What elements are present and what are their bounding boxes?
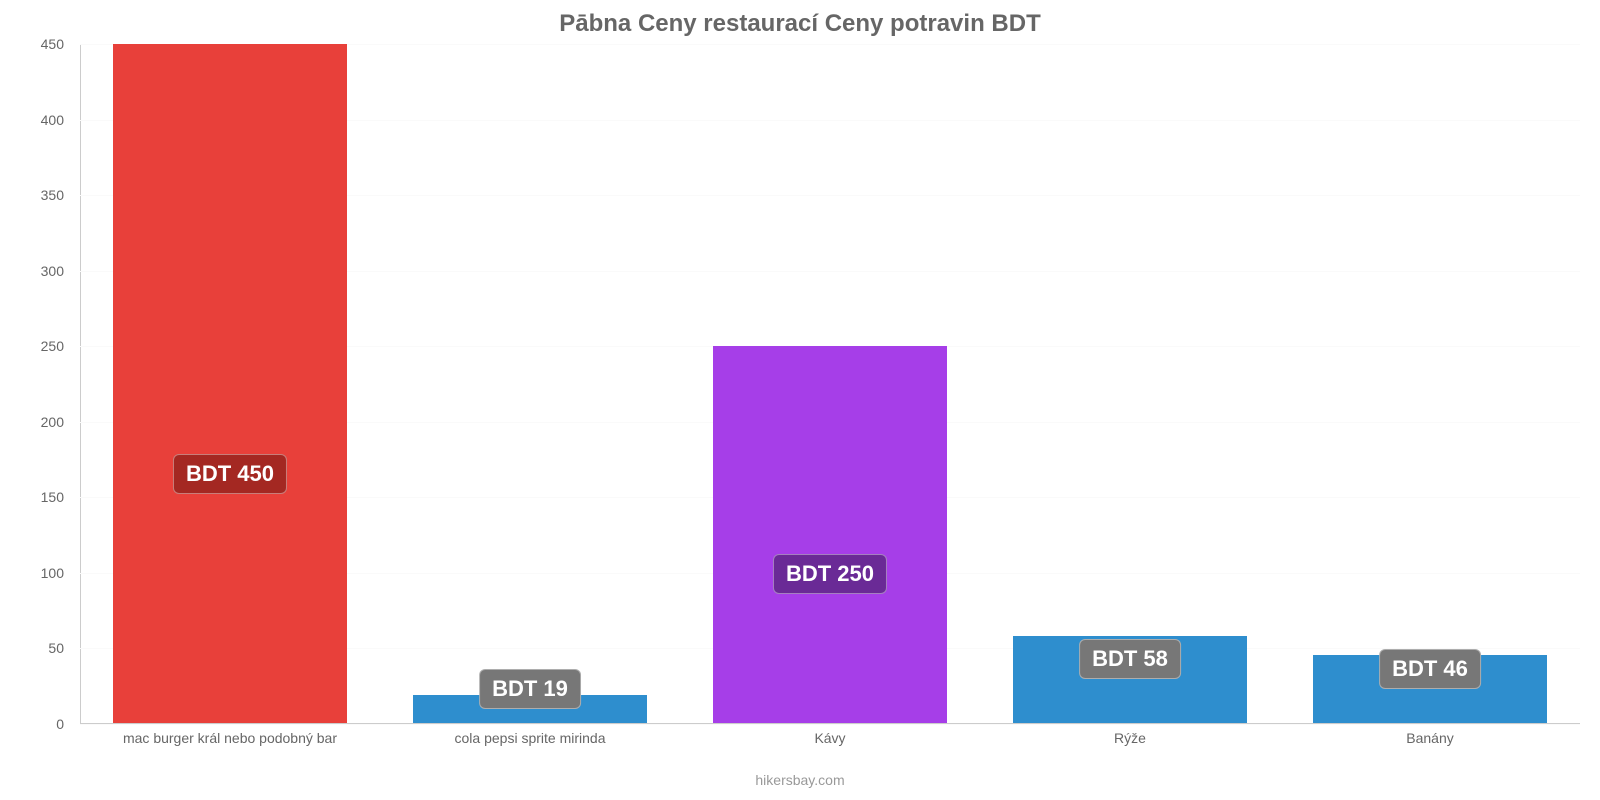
credit-text: hikersbay.com [0, 772, 1600, 788]
value-badge: BDT 450 [173, 454, 287, 494]
y-tick-label: 150 [41, 489, 64, 505]
x-category-label: cola pepsi sprite mirinda [455, 730, 606, 746]
value-badge: BDT 19 [479, 669, 581, 709]
x-axis-labels: mac burger král nebo podobný bar cola pep… [80, 724, 1580, 764]
value-badge: BDT 250 [773, 554, 887, 594]
y-tick-label: 100 [41, 565, 64, 581]
y-tick-label: 450 [41, 36, 64, 52]
bar-slot: BDT 250 [680, 44, 980, 724]
x-category-label: Rýže [1114, 730, 1146, 746]
chart-title: Pābna Ceny restaurací Ceny potravin BDT [20, 10, 1580, 38]
y-tick-label: 250 [41, 338, 64, 354]
y-tick-label: 200 [41, 414, 64, 430]
y-tick-label: 0 [56, 716, 64, 732]
y-tick-label: 50 [48, 640, 64, 656]
x-category-label: mac burger král nebo podobný bar [123, 730, 337, 746]
value-badge: BDT 46 [1379, 649, 1481, 689]
y-tick-label: 400 [41, 112, 64, 128]
price-bar-chart: Pābna Ceny restaurací Ceny potravin BDT … [0, 0, 1600, 800]
plot-area: 050100150200250300350400450 BDT 450BDT 1… [80, 44, 1580, 724]
y-tick-label: 350 [41, 187, 64, 203]
bar-slot: BDT 46 [1280, 44, 1580, 724]
x-category-label: Kávy [814, 730, 845, 746]
bar-slot: BDT 19 [380, 44, 680, 724]
bars-container: BDT 450 BDT 19 BDT 250 BDT 58 BDT 46 [80, 44, 1580, 724]
bar [713, 346, 947, 724]
bar-slot: BDT 58 [980, 44, 1280, 724]
value-badge: BDT 58 [1079, 639, 1181, 679]
y-tick-label: 300 [41, 263, 64, 279]
bar-slot: BDT 450 [80, 44, 380, 724]
bar [113, 44, 347, 724]
x-category-label: Banány [1406, 730, 1453, 746]
